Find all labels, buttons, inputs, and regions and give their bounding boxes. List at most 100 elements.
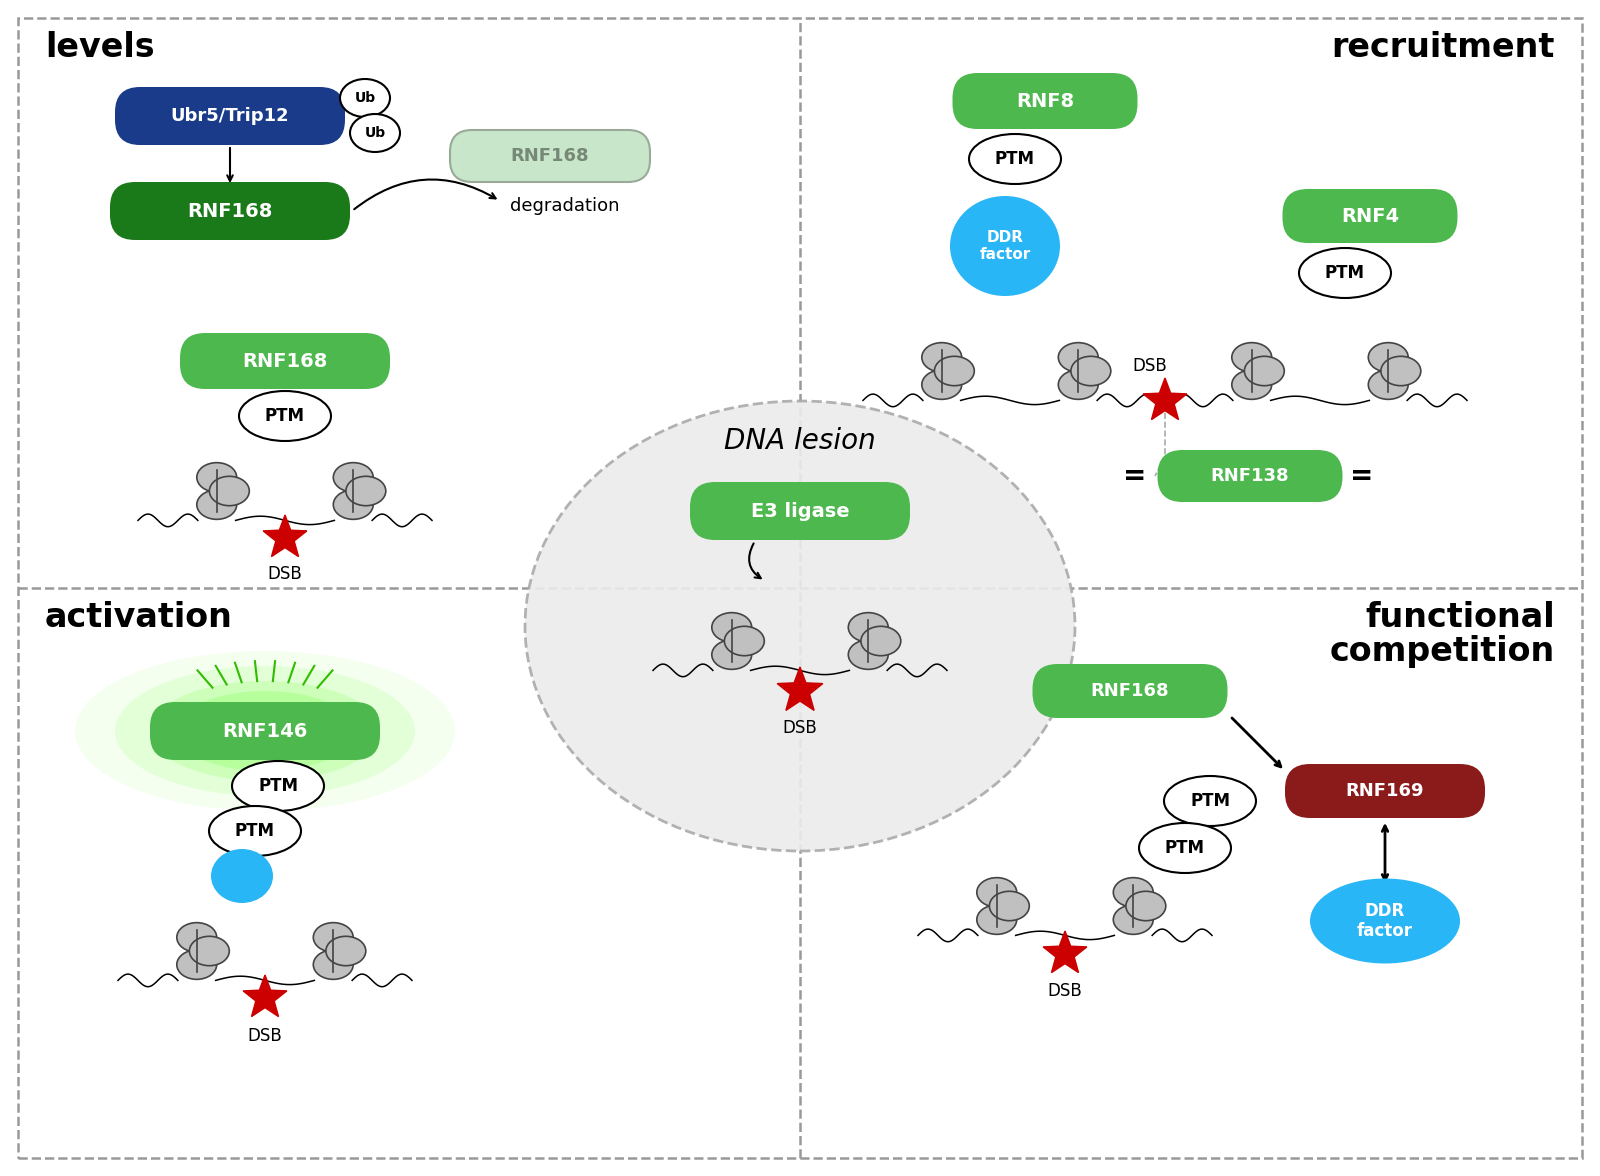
Text: PTM: PTM <box>266 407 306 425</box>
Text: RNF168: RNF168 <box>1091 682 1170 700</box>
FancyBboxPatch shape <box>1283 189 1458 243</box>
FancyBboxPatch shape <box>1157 450 1342 502</box>
Ellipse shape <box>1139 823 1230 873</box>
Text: PTM: PTM <box>235 822 275 840</box>
Ellipse shape <box>712 640 752 669</box>
Ellipse shape <box>1232 370 1272 400</box>
Text: RNF168: RNF168 <box>187 201 272 221</box>
Text: DSB: DSB <box>267 564 302 583</box>
Ellipse shape <box>976 877 1016 907</box>
Ellipse shape <box>1058 342 1098 372</box>
Ellipse shape <box>350 114 400 152</box>
Ellipse shape <box>197 490 237 520</box>
FancyBboxPatch shape <box>110 182 350 240</box>
Ellipse shape <box>232 761 323 811</box>
Ellipse shape <box>1381 356 1421 386</box>
FancyBboxPatch shape <box>150 702 381 760</box>
Text: RNF8: RNF8 <box>1016 92 1074 111</box>
Text: DSB: DSB <box>1133 358 1168 375</box>
Ellipse shape <box>861 627 901 656</box>
Text: PTM: PTM <box>995 151 1035 168</box>
Text: PTM: PTM <box>258 777 298 795</box>
Text: DSB: DSB <box>248 1027 282 1045</box>
Text: levels: levels <box>45 31 155 64</box>
Ellipse shape <box>1126 891 1166 921</box>
Ellipse shape <box>1165 776 1256 826</box>
Text: functional
competition: functional competition <box>1330 601 1555 668</box>
Polygon shape <box>243 975 286 1016</box>
Polygon shape <box>1043 931 1086 973</box>
Text: RNF138: RNF138 <box>1211 467 1290 485</box>
Ellipse shape <box>950 196 1061 296</box>
Text: RNF4: RNF4 <box>1341 207 1398 226</box>
Ellipse shape <box>339 79 390 116</box>
Text: =: = <box>1350 462 1374 490</box>
Ellipse shape <box>1232 342 1272 372</box>
Ellipse shape <box>989 891 1029 921</box>
Text: recruitment: recruitment <box>1331 31 1555 64</box>
Ellipse shape <box>314 923 354 953</box>
Ellipse shape <box>725 627 765 656</box>
Ellipse shape <box>1070 356 1110 386</box>
Ellipse shape <box>314 950 354 980</box>
FancyBboxPatch shape <box>952 73 1138 129</box>
FancyBboxPatch shape <box>450 131 650 182</box>
Ellipse shape <box>970 134 1061 183</box>
Text: DSB: DSB <box>1048 982 1082 1000</box>
FancyBboxPatch shape <box>690 482 910 540</box>
Ellipse shape <box>197 462 237 492</box>
Ellipse shape <box>934 356 974 386</box>
Ellipse shape <box>326 936 366 965</box>
Ellipse shape <box>1310 878 1459 963</box>
Ellipse shape <box>333 462 373 492</box>
Ellipse shape <box>333 490 373 520</box>
Text: DDR
factor: DDR factor <box>1357 902 1413 941</box>
Text: Ub: Ub <box>365 126 386 140</box>
Text: DNA lesion: DNA lesion <box>725 427 875 455</box>
Text: activation: activation <box>45 601 234 634</box>
Text: RNF168: RNF168 <box>510 147 589 165</box>
Ellipse shape <box>848 613 888 642</box>
Text: degradation: degradation <box>510 198 619 215</box>
Text: RNF169: RNF169 <box>1346 782 1424 800</box>
Ellipse shape <box>976 906 1016 935</box>
Ellipse shape <box>525 401 1075 851</box>
Ellipse shape <box>210 476 250 506</box>
Ellipse shape <box>238 390 331 441</box>
Ellipse shape <box>1114 877 1154 907</box>
Ellipse shape <box>1299 248 1390 298</box>
Text: =: = <box>1123 462 1147 490</box>
Ellipse shape <box>1368 370 1408 400</box>
Ellipse shape <box>176 923 216 953</box>
Ellipse shape <box>211 849 274 903</box>
Ellipse shape <box>210 806 301 856</box>
Text: RNF146: RNF146 <box>222 722 307 741</box>
Ellipse shape <box>176 950 216 980</box>
Text: PTM: PTM <box>1165 838 1205 857</box>
Text: Ub: Ub <box>355 91 376 105</box>
Ellipse shape <box>346 476 386 506</box>
Ellipse shape <box>848 640 888 669</box>
Ellipse shape <box>75 652 454 811</box>
Ellipse shape <box>1114 906 1154 935</box>
Ellipse shape <box>189 936 229 965</box>
Ellipse shape <box>1245 356 1285 386</box>
Ellipse shape <box>1368 342 1408 372</box>
Ellipse shape <box>174 691 355 771</box>
Text: PTM: PTM <box>1190 791 1230 810</box>
FancyBboxPatch shape <box>1285 764 1485 818</box>
Text: DSB: DSB <box>782 719 818 737</box>
Ellipse shape <box>1058 370 1098 400</box>
FancyBboxPatch shape <box>1032 664 1227 719</box>
Polygon shape <box>778 667 822 710</box>
Text: PTM: PTM <box>1325 263 1365 282</box>
Polygon shape <box>262 515 307 556</box>
FancyBboxPatch shape <box>115 87 346 145</box>
Ellipse shape <box>150 681 381 781</box>
Ellipse shape <box>115 666 414 796</box>
Text: RNF168: RNF168 <box>242 352 328 370</box>
FancyBboxPatch shape <box>179 333 390 389</box>
Ellipse shape <box>712 613 752 642</box>
Polygon shape <box>1142 377 1187 420</box>
Text: DDR
factor: DDR factor <box>979 229 1030 262</box>
